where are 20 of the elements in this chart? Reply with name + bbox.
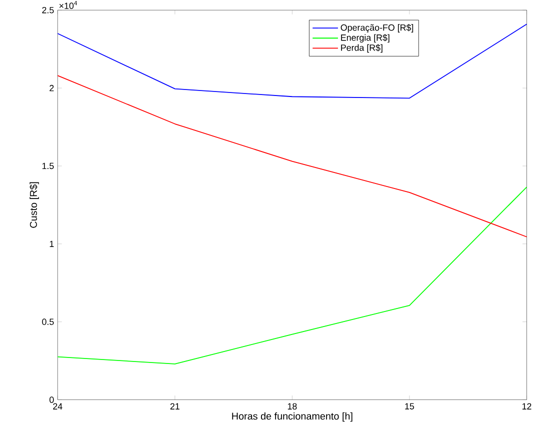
legend-label: Perda [R$]	[341, 44, 382, 52]
line-series	[57, 74, 528, 238]
y-tick-label: 0.5	[42, 318, 54, 325]
x-tick-label: 24	[53, 403, 62, 410]
x-tick-label: 15	[405, 403, 414, 410]
line-series	[57, 186, 528, 364]
y-tick-label: 1.5	[42, 162, 54, 169]
y-axis-title: Custo [R$]	[30, 182, 39, 228]
y-tick-label: 1	[50, 240, 54, 247]
x-axis-title: Horas de funcionamento [h]	[232, 412, 352, 422]
text: ×10$^{4}$	[59, 0, 78, 9]
line-series	[57, 23, 528, 98]
x-tick-label: 21	[170, 403, 180, 410]
y-tick-label: 2	[50, 84, 54, 91]
x-tick-label: 12	[522, 403, 532, 410]
y-tick-label: 0	[50, 396, 54, 403]
y-tick-label: 2.5	[42, 6, 54, 14]
x-tick-label: 18	[288, 403, 297, 410]
legend-label: Operação-FO [R$]	[340, 24, 414, 32]
legend-label: Energia [R$]	[341, 34, 390, 42]
